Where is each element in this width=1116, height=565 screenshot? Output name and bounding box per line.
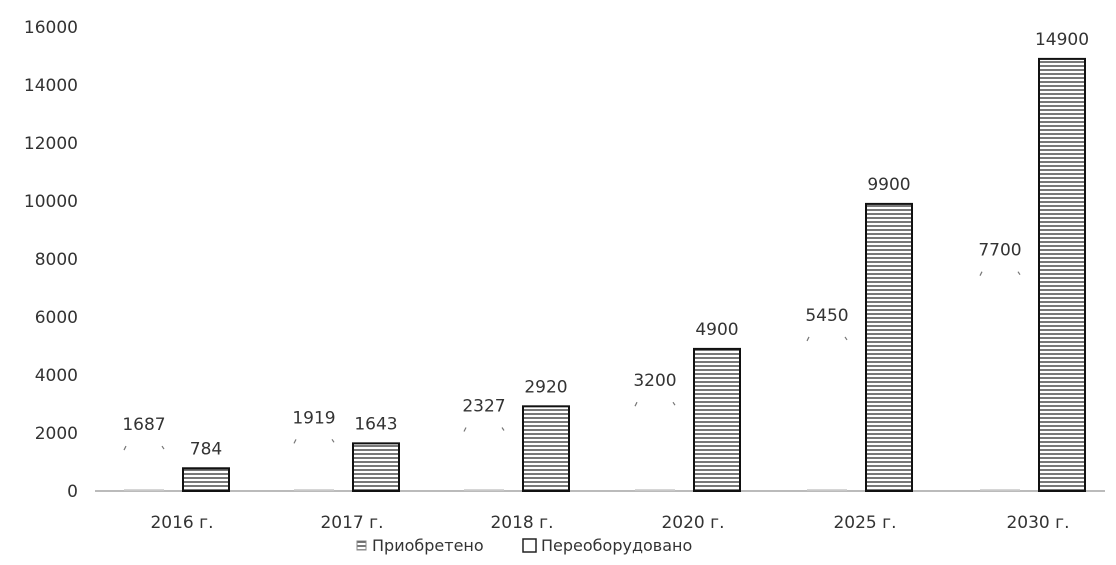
x-tick-label: 2017 г. (320, 513, 383, 533)
data-labels: 1687 784 1919 1643 2327 2920 3200 4900 5450 9900 7… (122, 30, 1089, 459)
legend-label-priobreteno: Приобретено (372, 536, 484, 555)
bar-top-marker (123, 445, 165, 451)
data-label-priobreteno: 3200 (633, 371, 676, 391)
data-label-pereoborudovano: 9900 (867, 175, 910, 195)
data-label-priobreteno: 5450 (805, 306, 848, 326)
axes: 0 2000 4000 6000 8000 10000 12000 14000 16000 201… (24, 18, 1105, 533)
x-tick-label: 2020 г. (661, 513, 724, 533)
data-label-pereoborudovano: 784 (190, 439, 222, 459)
data-label-pereoborudovano: 14900 (1035, 30, 1089, 50)
bar-pereoborudovano (352, 442, 400, 492)
bar-pereoborudovano (182, 467, 230, 493)
data-label-pereoborudovano: 4900 (695, 320, 738, 340)
bar-top-marker (463, 427, 505, 432)
y-tick-label: 16000 (24, 18, 78, 38)
bar-top-marker (806, 336, 848, 342)
bar-pereoborudovano (693, 347, 741, 492)
bars (123, 57, 1086, 493)
bar-priobreteno (807, 489, 847, 491)
data-label-pereoborudovano: 1643 (354, 414, 397, 434)
data-label-priobreteno: 1919 (292, 408, 335, 428)
data-label-priobreteno: 1687 (122, 415, 165, 435)
y-tick-label: 6000 (35, 308, 78, 328)
bar-pereoborudovano (522, 405, 570, 493)
y-tick-label: 2000 (35, 424, 78, 444)
bar-top-marker (979, 271, 1021, 276)
y-tick-label: 0 (67, 482, 78, 502)
x-tick-label: 2018 г. (490, 513, 553, 533)
bar-priobreteno (464, 489, 504, 491)
bar-priobreteno (124, 489, 164, 491)
x-tick-label: 2016 г. (150, 513, 213, 533)
y-tick-label: 12000 (24, 134, 78, 154)
legend: Приобретено Переоборудовано (356, 536, 692, 555)
legend-label-pereoborudovano: Переоборудовано (541, 536, 692, 555)
data-label-priobreteno: 7700 (978, 241, 1021, 261)
x-tick-label: 2030 г. (1006, 513, 1069, 533)
y-tick-label: 10000 (24, 192, 78, 212)
bar-priobreteno (294, 489, 334, 491)
bar-pereoborudovano (865, 202, 913, 492)
bar-pereoborudovano (1038, 57, 1086, 493)
y-tick-label: 8000 (35, 250, 78, 270)
bar-top-marker (293, 439, 335, 444)
y-tick-label: 14000 (24, 76, 78, 96)
legend-swatch-pereoborudovano (522, 538, 537, 553)
bar-priobreteno (980, 489, 1020, 491)
data-label-priobreteno: 2327 (462, 397, 505, 417)
data-label-pereoborudovano: 2920 (524, 377, 567, 397)
legend-swatch-priobreteno (356, 540, 367, 551)
bar-top-marker (634, 401, 676, 407)
bar-priobreteno (635, 489, 675, 491)
x-tick-label: 2025 г. (833, 513, 896, 533)
y-tick-label: 4000 (35, 366, 78, 386)
